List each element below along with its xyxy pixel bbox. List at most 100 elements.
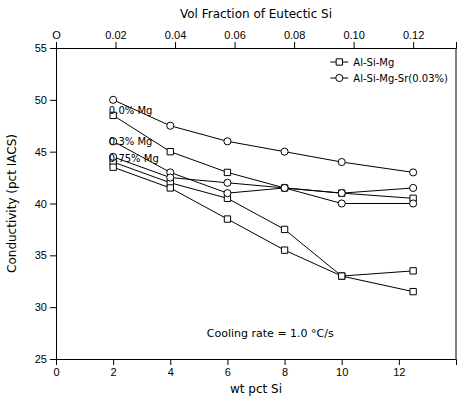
x-axis: 024681012 bbox=[53, 359, 456, 378]
annotation: 0.0% Mg bbox=[109, 105, 153, 116]
tick-mark bbox=[175, 42, 176, 48]
series-line bbox=[113, 162, 413, 276]
point bbox=[410, 268, 416, 274]
legend-item: Al-Si-Mg-Sr(0.03%) bbox=[330, 73, 448, 84]
annotation: 0.75% Mg bbox=[109, 153, 159, 164]
tick-mark bbox=[170, 359, 171, 365]
tick: 0.12 bbox=[403, 29, 424, 48]
point bbox=[224, 179, 231, 186]
tick-label: O bbox=[52, 29, 61, 41]
point bbox=[110, 164, 116, 170]
tick-label: 35 bbox=[35, 249, 47, 261]
tick: 30 bbox=[35, 301, 56, 313]
point bbox=[167, 174, 174, 181]
legend: Al-Si-Mg Al-Si-Mg-Sr(0.03%) bbox=[330, 57, 448, 84]
point bbox=[167, 149, 173, 155]
point bbox=[338, 190, 345, 197]
point bbox=[110, 96, 117, 103]
point bbox=[281, 148, 288, 155]
legend-item: Al-Si-Mg bbox=[330, 57, 394, 68]
point bbox=[224, 138, 231, 145]
point bbox=[338, 158, 345, 165]
tick: 2 bbox=[111, 359, 117, 378]
axis-line bbox=[57, 42, 457, 49]
tick-mark bbox=[413, 42, 414, 48]
tick: 4 bbox=[168, 359, 174, 378]
point bbox=[224, 216, 230, 222]
tick-mark bbox=[116, 42, 117, 48]
legend-label: Al-Si-Mg-Sr(0.03%) bbox=[353, 73, 448, 84]
tick-mark bbox=[227, 359, 228, 365]
point bbox=[338, 200, 345, 207]
tick-mark bbox=[399, 359, 400, 365]
tick-label: 6 bbox=[225, 366, 231, 378]
tick-label: 2 bbox=[111, 366, 117, 378]
tick: 35 bbox=[35, 249, 56, 261]
series-line bbox=[113, 141, 413, 193]
point bbox=[281, 184, 288, 191]
legend-label: Al-Si-Mg bbox=[353, 57, 394, 68]
frame-line bbox=[456, 48, 457, 359]
tick: 50 bbox=[35, 94, 56, 106]
tick-mark bbox=[285, 359, 286, 365]
point bbox=[339, 273, 345, 279]
tick-mark bbox=[342, 359, 343, 365]
tick-mark bbox=[50, 359, 56, 360]
tick: 6 bbox=[225, 359, 231, 378]
point bbox=[281, 247, 287, 253]
point bbox=[224, 169, 230, 175]
tick: 0.04 bbox=[165, 29, 186, 48]
point bbox=[281, 226, 287, 232]
chart: 02468101225303540455055O0.020.040.060.08… bbox=[0, 0, 474, 401]
point bbox=[167, 185, 173, 191]
point bbox=[410, 184, 417, 191]
tick-label: 10 bbox=[336, 366, 348, 378]
tick-label: 0.10 bbox=[343, 29, 364, 41]
tick-mark bbox=[50, 48, 56, 49]
point bbox=[281, 185, 287, 191]
tick: 40 bbox=[35, 198, 56, 210]
point bbox=[281, 184, 288, 191]
marks bbox=[110, 96, 417, 295]
tick: 8 bbox=[282, 359, 288, 378]
tick-label: 4 bbox=[168, 366, 174, 378]
point bbox=[224, 190, 231, 197]
point bbox=[410, 288, 416, 294]
tick-mark bbox=[50, 204, 56, 205]
tick-mark bbox=[294, 42, 295, 48]
annotation: 0.3% Mg bbox=[109, 136, 153, 147]
tick: 0.08 bbox=[284, 29, 305, 48]
point bbox=[410, 169, 417, 176]
tick: O bbox=[52, 29, 61, 48]
tick-mark bbox=[235, 42, 236, 48]
tick-mark bbox=[113, 359, 114, 365]
axis-line bbox=[57, 360, 457, 366]
tick-mark bbox=[50, 255, 56, 256]
legend-symbol bbox=[336, 59, 342, 65]
tick-mark bbox=[56, 42, 57, 48]
tick: 25 bbox=[35, 353, 56, 365]
legend-symbol bbox=[336, 74, 343, 81]
point bbox=[410, 200, 417, 207]
x2-axis: O 0.02 0.04 0.06 0.08 0.10 0.12 bbox=[52, 29, 456, 49]
tick-label: 30 bbox=[35, 301, 47, 313]
x2-axis-title: Vol Fraction of Eutectic Si bbox=[180, 7, 332, 21]
tick: 0 bbox=[53, 359, 59, 378]
tick-mark bbox=[50, 100, 56, 101]
tick-label: 0.12 bbox=[403, 29, 424, 41]
tick-label: 40 bbox=[35, 198, 47, 210]
tick: 0.06 bbox=[224, 29, 245, 48]
tick-label: 25 bbox=[35, 353, 47, 365]
tick-label: 50 bbox=[35, 94, 47, 106]
axis-line bbox=[50, 49, 57, 360]
point bbox=[167, 122, 174, 129]
tick-label: 0.02 bbox=[105, 29, 126, 41]
annotation: Cooling rate = 1.0 °C/s bbox=[207, 327, 334, 340]
point bbox=[339, 273, 345, 279]
tick-mark bbox=[50, 152, 56, 153]
tick-label: 0 bbox=[53, 366, 59, 378]
tick-mark bbox=[354, 42, 355, 48]
tick: 45 bbox=[35, 146, 56, 158]
tick-mark bbox=[50, 307, 56, 308]
y-axis: 25303540455055 bbox=[35, 42, 57, 365]
